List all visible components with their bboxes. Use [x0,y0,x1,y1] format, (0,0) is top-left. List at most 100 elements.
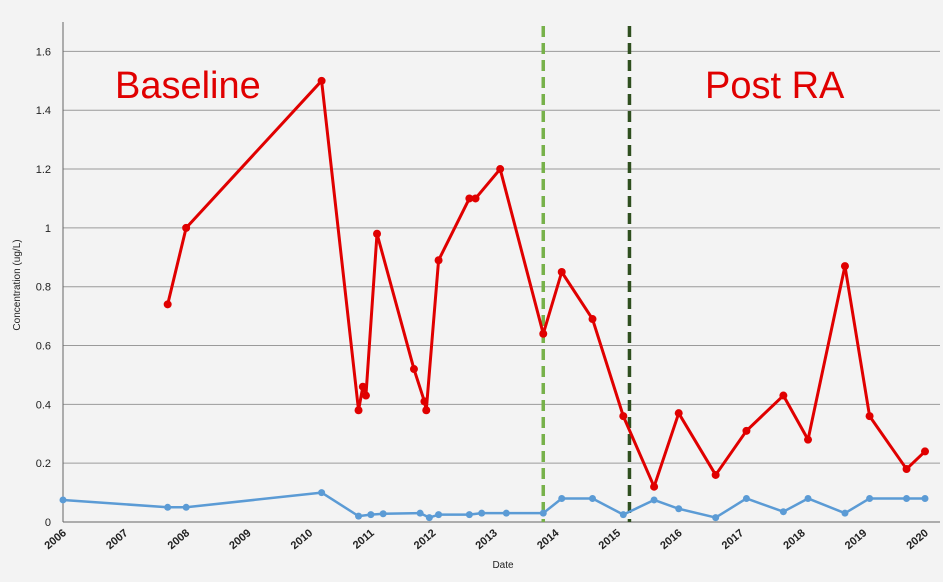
y-tick-label: 0.6 [36,341,51,353]
red-series-segment [474,167,502,200]
red-series-segment [541,270,564,336]
red-series-point [539,329,548,338]
red-series-point [361,391,370,400]
red-series-point [420,397,429,406]
blue-series-segment [184,491,323,509]
blue-series-point [367,511,375,519]
red-series-point [865,412,874,421]
red-series-segment [905,449,927,471]
red-series-segment [781,394,810,442]
blue-series-point [164,503,172,511]
blue-series-segment [61,498,169,509]
blue-series-point [502,509,510,517]
red-series-point [182,223,191,232]
blue-series-segment [843,497,871,515]
red-series-point [619,412,628,421]
red-series-segment [652,411,681,489]
red-series-segment [184,79,324,230]
red-series-point [650,482,659,491]
red-series-point [742,426,751,435]
red-series-point [422,406,431,415]
y-tick-label: 1.4 [36,105,51,117]
red-series-point [471,194,480,203]
y-tick-label: 0.4 [36,399,51,411]
red-series-point [557,268,566,276]
blue-series-segment [652,498,680,511]
red-series-segment [677,411,718,477]
blue-series-point [675,505,683,513]
axes [62,22,940,523]
blue-series-segment [320,491,360,518]
y-tick-label: 0.2 [36,458,51,470]
blue-series-point [478,509,486,517]
red-series-segment [591,317,625,418]
red-series-point [496,165,505,174]
red-series-point [711,470,720,479]
blue-series-point [355,512,363,520]
blue-series-point [59,496,67,504]
red-series-segment [868,414,909,471]
blue-series-point [435,511,443,519]
blue-series-point [866,494,874,502]
y-tick-label: 0.8 [36,282,51,294]
blue-series-point [779,508,787,516]
red-series-point [588,315,597,324]
red-series-point [902,465,911,474]
blue-series-segment [806,497,847,515]
red-series-segment [806,264,847,442]
x-axis-title: Date [492,560,514,571]
blue-series-point [589,494,597,502]
red-series-point [358,382,367,391]
blue-series-point [182,503,190,511]
red-series-point [840,262,849,271]
red-series-segment [320,79,361,412]
blue-series-segment [782,497,810,513]
y-tick-label: 1.2 [36,164,51,176]
blue-series-segment [591,497,625,516]
blue-series-point [903,494,911,502]
y-tick-label: 0 [45,517,51,529]
red-series-point [317,76,326,85]
red-series-point [373,229,382,238]
blue-series-point [841,509,849,517]
blue-series-point [619,511,627,519]
red-series-segment [843,264,872,418]
red-series-segment [412,367,426,403]
blue-series-point [318,489,326,497]
red-series-point [804,435,813,444]
red-series-point [779,391,788,400]
y-tick-label: 1.6 [36,46,51,58]
blue-series-segment [542,497,563,515]
blue-series-segment [622,498,656,516]
blue-series-point [379,510,387,518]
red-series-point [434,256,443,265]
blue-series-point [539,509,547,517]
blue-series-point [558,494,566,502]
blue-series-point [712,514,720,522]
blue-series-segment [745,497,785,513]
red-series-point [674,409,683,418]
blue-series-point [416,509,424,517]
annotation-baseline: Baseline [115,65,261,107]
red-series-segment [560,270,595,321]
blue-series-point [921,494,929,502]
red-series-point [354,406,363,415]
red-series-segment [714,429,748,477]
red-series-segment [375,232,416,371]
blue-series-point [425,514,433,522]
red-series-segment [621,414,656,489]
red-series-point [465,194,474,203]
blue-series-segment [677,507,717,519]
red-series-segment [364,232,379,398]
red-series-point [921,447,929,456]
red-series-segment [437,196,471,262]
red-series-segment [498,167,545,336]
blue-series-point [804,494,812,502]
red-series-point [409,365,418,374]
red-series-point [163,300,172,309]
blue-series-point [742,494,750,502]
blue-series-point [465,511,473,519]
blue-series-segment [381,511,422,516]
